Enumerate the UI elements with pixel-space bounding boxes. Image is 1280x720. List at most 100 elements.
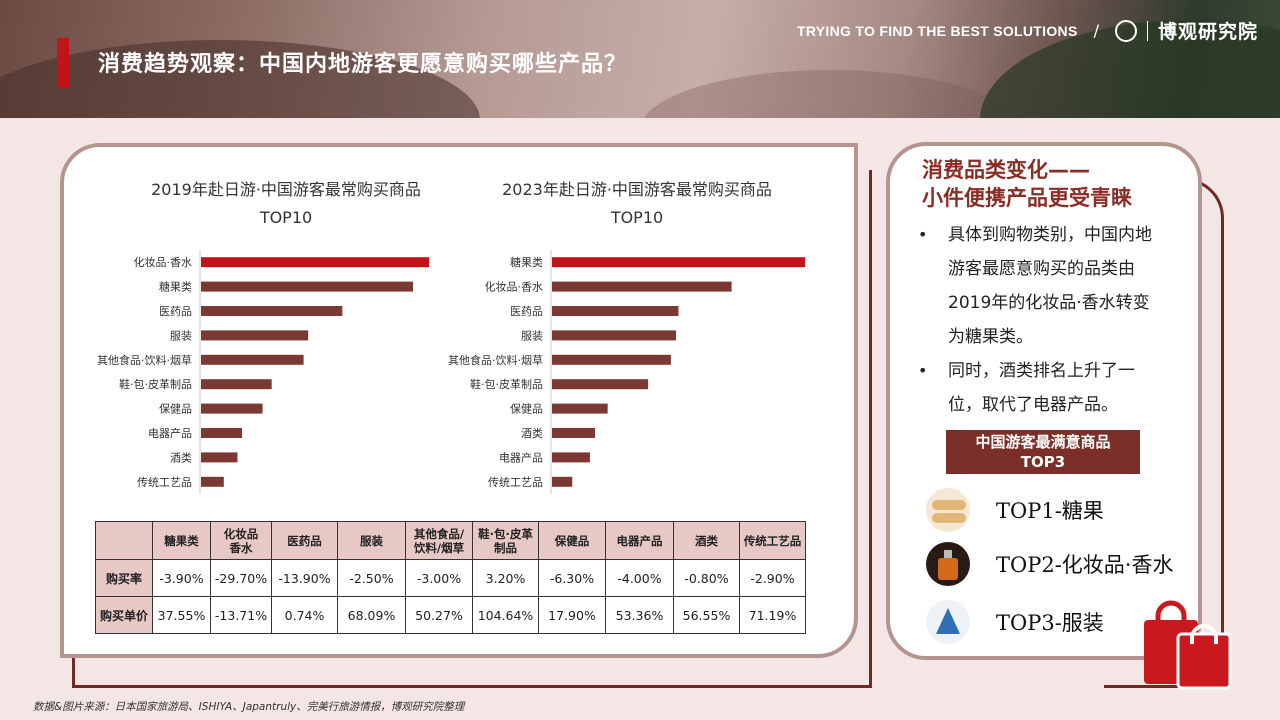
brand-block: TRYING TO FIND THE BEST SOLUTIONS / 博观研究… [797, 17, 1258, 44]
table-cell: -29.70% [210, 559, 272, 597]
bar [201, 379, 272, 390]
table-header-cell: 鞋·包·皮革 制品 [472, 521, 539, 560]
chart-2023-title-text: 2023年赴日游·中国游客最常购买商品 [502, 180, 772, 199]
top2-label: TOP2-化妆品·香水 [996, 553, 1174, 577]
table-header-row: 糖果类 化妆品 香水 医药品 服装 其他食品/饮料/烟草 鞋·包·皮革 制品 保健品 电器产品 酒类… [95, 521, 806, 560]
table-header-cell: 电器产品 [605, 521, 674, 560]
chart-2019: 化妆品·香水糖果类医药品服装其他食品·饮料·烟草鞋·包·皮革制品保健品电器产品酒… [97, 250, 429, 494]
category-label: 酒类 [170, 450, 192, 464]
right-card-title: 消费品类变化—— 小件便携产品更受青睐 [922, 156, 1132, 212]
top3-item: TOP3-服装 [926, 600, 1104, 644]
bar [201, 330, 309, 341]
chart-2019-subtitle: TOP10 [259, 208, 313, 227]
insight-item: 具体到购物类别，中国内地游客最愿意购买的品类由2019年的化妆品·香水转变为糖果… [916, 218, 1166, 354]
table-row: 购买率 -3.90% -29.70% -13.90% -2.50% -3.00% 3.20%… [95, 559, 806, 597]
table-header-cell: 服装 [337, 521, 406, 560]
bar [201, 257, 429, 268]
table-row: 购买单价 37.55% -13.71% 0.74% 68.09% 50.27% 104.64… [95, 596, 806, 634]
table-header-cell: 医药品 [271, 521, 338, 560]
category-label: 传统工艺品 [488, 476, 543, 489]
bar [552, 257, 805, 268]
table-header-cell: 酒类 [673, 521, 740, 560]
category-label: 医药品 [510, 305, 543, 318]
category-label: 保健品 [510, 402, 543, 416]
category-label: 医药品 [159, 305, 192, 318]
table-cell: -2.90% [739, 559, 806, 597]
bar [201, 306, 343, 316]
brand-slash: / [1093, 21, 1099, 40]
category-label: 其他食品·饮料·烟草 [97, 353, 192, 367]
chart-2023: 糖果类化妆品·香水医药品服装其他食品·饮料·烟草鞋·包·皮革制品保健品酒类电器产… [448, 250, 805, 494]
category-label: 电器产品 [148, 426, 192, 440]
category-label: 糖果类 [159, 280, 192, 294]
top1-label: TOP1-糖果 [996, 499, 1104, 523]
brand-tagline: TRYING TO FIND THE BEST SOLUTIONS [797, 22, 1078, 39]
bar [552, 379, 649, 390]
chart-2023-title: 2023年赴日游·中国游客最常购买商品 TOP10 [467, 176, 807, 232]
page-title: 消费趋势观察：中国内地游客更愿意购买哪些产品？ [98, 52, 628, 77]
table-header-cell: 化妆品 香水 [210, 521, 272, 560]
table-cell: 68.09% [337, 596, 406, 634]
bar [201, 354, 304, 365]
table-cell: -3.90% [152, 559, 211, 597]
table-cell: -2.50% [337, 559, 406, 597]
bar [552, 403, 608, 414]
bar [201, 452, 238, 463]
source-note: 数据&图片来源：日本国家旅游局、ISHIYA、Japantruly、完美行旅游情… [33, 701, 465, 713]
table-cell: -0.80% [673, 559, 740, 597]
table-cell: 17.90% [538, 596, 606, 634]
table-cell: 50.27% [405, 596, 473, 634]
row-header-cell: 购买单价 [95, 596, 153, 634]
table-cell: 0.74% [271, 596, 338, 634]
candy-icon [926, 488, 970, 532]
top1-item: TOP1-糖果 [926, 488, 1104, 532]
table-cell: -13.90% [271, 559, 338, 597]
change-table: 糖果类 化妆品 香水 医药品 服装 其他食品/饮料/烟草 鞋·包·皮革 制品 保健品 电器产品 酒类… [95, 521, 806, 634]
table-cell: -13.71% [210, 596, 272, 634]
table-cell: -3.00% [405, 559, 473, 597]
shopping-bag-icon [1144, 600, 1232, 690]
top3-badge: 中国游客最满意商品 TOP3 [946, 430, 1140, 474]
category-label: 传统工艺品 [137, 476, 192, 489]
table-cell: 104.64% [472, 596, 539, 634]
table-cell: -6.30% [538, 559, 606, 597]
brand-logo-icon [1114, 19, 1137, 42]
badge-line2: TOP3 [1020, 453, 1066, 471]
clothing-icon [926, 600, 970, 644]
category-label: 电器产品 [499, 450, 543, 464]
right-title-line2: 小件便携产品更受青睐 [922, 186, 1132, 210]
table-cell: 71.19% [739, 596, 806, 634]
cosmetics-icon [926, 542, 970, 586]
bar [552, 452, 590, 463]
category-label: 化妆品·香水 [485, 280, 544, 294]
category-label: 其他食品·饮料·烟草 [448, 353, 543, 367]
title-accent-bar [57, 38, 69, 88]
category-label: 服装 [521, 329, 543, 342]
bar [201, 281, 414, 292]
category-label: 酒类 [521, 426, 543, 440]
bar [552, 281, 732, 292]
table-cell: 3.20% [472, 559, 539, 597]
category-label: 化妆品·香水 [134, 255, 193, 269]
table-cell: -4.00% [605, 559, 674, 597]
bar [201, 403, 263, 414]
top3-label: TOP3-服装 [996, 611, 1104, 635]
table-header-cell: 糖果类 [152, 521, 211, 560]
table-header-cell: 其他食品/饮料/烟草 [405, 521, 473, 560]
table-cell: 53.36% [605, 596, 674, 634]
brand-divider [1146, 20, 1148, 41]
category-label: 保健品 [159, 402, 192, 416]
bar [552, 428, 596, 438]
category-label: 糖果类 [510, 255, 543, 269]
table-body: 购买率 -3.90% -29.70% -13.90% -2.50% -3.00% 3.20%… [95, 559, 806, 634]
insight-item: 同时，酒类排名上升了一位，取代了电器产品。 [916, 354, 1166, 422]
chart-2019-title: 2019年赴日游·中国游客最常购买商品 TOP10 [116, 176, 456, 232]
bar [552, 354, 671, 365]
bar [201, 428, 243, 438]
brand-name: 博观研究院 [1157, 21, 1258, 43]
bar [201, 476, 224, 487]
insight-list: 具体到购物类别，中国内地游客最愿意购买的品类由2019年的化妆品·香水转变为糖果… [916, 218, 1166, 422]
bar [552, 330, 676, 341]
category-label: 鞋·包·皮革制品 [470, 377, 543, 391]
table-header-cell [95, 521, 153, 560]
